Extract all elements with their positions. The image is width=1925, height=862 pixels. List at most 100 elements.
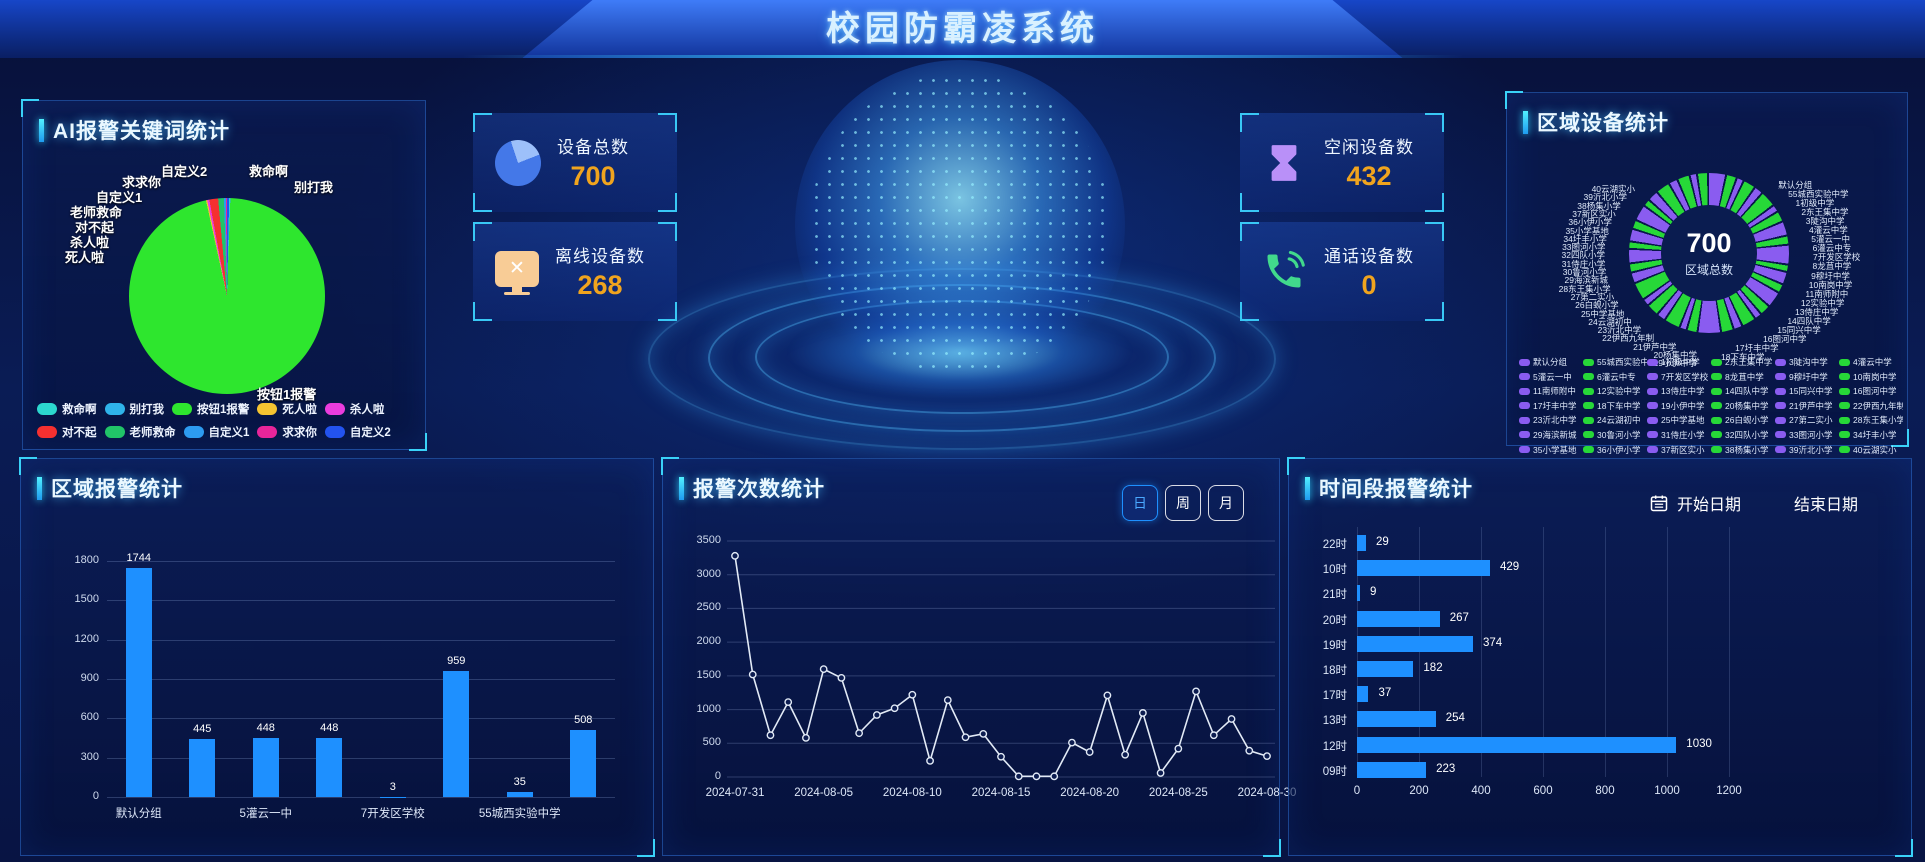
legend-item[interactable]: 1初级中学: [1647, 356, 1711, 368]
legend-item[interactable]: 求求你: [257, 424, 317, 440]
legend-item[interactable]: 35小学基地: [1519, 444, 1583, 456]
legend-item[interactable]: 16图河中学: [1839, 385, 1903, 397]
legend-item[interactable]: 22伊西九年制: [1839, 400, 1903, 412]
start-date-label: 开始日期: [1677, 497, 1742, 514]
bar-value-label: 35: [513, 776, 526, 789]
pie-callout-label: 对不起: [75, 220, 115, 235]
legend-label: 老师救命: [129, 427, 176, 439]
donut-region-label: 2东王集中学: [1801, 207, 1849, 218]
legend-item[interactable]: 10南岗中学: [1839, 371, 1903, 383]
hourglass-icon: [1262, 140, 1308, 186]
legend-item[interactable]: 28东王集小学: [1839, 414, 1903, 426]
legend-item[interactable]: 31侍庄小学: [1647, 429, 1711, 441]
keyword-pie-legend: 救命啊 别打我 按钮1报警 死人啦 杀人啦对不起 老师救命 自定义1 求求你 自定义2: [37, 401, 419, 440]
y-axis-tick-label: 500: [702, 736, 721, 749]
legend-item[interactable]: 11南师附中: [1519, 385, 1583, 397]
data-point-marker: [1245, 746, 1254, 755]
legend-item[interactable]: 32四队小学: [1711, 429, 1775, 441]
legend-label: 23沂北中学: [1533, 415, 1577, 426]
legend-item[interactable]: 27第二实小: [1775, 414, 1839, 426]
legend-item[interactable]: 14四队中学: [1711, 385, 1775, 397]
legend-item[interactable]: 19小伊中学: [1647, 400, 1711, 412]
end-date-picker[interactable]: 结束日期: [1794, 491, 1858, 515]
legend-label: 15同兴中学: [1789, 386, 1833, 397]
bar-value-label: 1030: [1686, 737, 1712, 750]
y-axis-tick-label: 1500: [74, 593, 99, 606]
offline-x-glyph: ✕: [509, 258, 525, 279]
phone-icon: [1262, 249, 1308, 295]
legend-item[interactable]: 55城西实验中学: [1583, 356, 1647, 368]
panel-title-alarm-count: 报警次数统计: [679, 473, 825, 503]
legend-label: 38杨集小学: [1725, 444, 1769, 455]
range-button-2[interactable]: 周: [1165, 485, 1201, 521]
legend-item[interactable]: 默认分组: [1519, 356, 1583, 368]
legend-item[interactable]: 7开发区学校: [1647, 371, 1711, 383]
legend-item[interactable]: 死人啦: [257, 401, 317, 417]
legend-item[interactable]: 33图河小学: [1775, 429, 1839, 441]
legend-swatch: [183, 426, 204, 438]
legend-item[interactable]: 自定义2: [324, 424, 391, 440]
start-date-picker[interactable]: 开始日期: [1649, 491, 1741, 515]
legend-swatch: [1711, 446, 1722, 454]
legend-item[interactable]: 23沂北中学: [1519, 414, 1583, 426]
legend-item[interactable]: 6灌云中专: [1583, 371, 1647, 383]
legend-item[interactable]: 救命啊: [37, 401, 97, 417]
data-point-marker: [1032, 772, 1041, 781]
legend-item[interactable]: 37新区实小: [1647, 444, 1711, 456]
legend-item[interactable]: 18下车中学: [1583, 400, 1647, 412]
legend-item[interactable]: 12实验中学: [1583, 385, 1647, 397]
bar-value-label: 1744: [126, 552, 151, 565]
legend-swatch: [1711, 358, 1722, 366]
legend-item[interactable]: 13侍庄中学: [1647, 385, 1711, 397]
legend-item[interactable]: 24云湖初中: [1583, 414, 1647, 426]
legend-item[interactable]: 4灌云中学: [1839, 356, 1903, 368]
corner-bracket: [1240, 113, 1259, 132]
legend-label: 3陡沟中学: [1789, 357, 1828, 367]
legend-item[interactable]: 自定义1: [183, 424, 249, 440]
legend-item[interactable]: 38杨集小学: [1711, 444, 1775, 456]
legend-item[interactable]: 杀人啦: [324, 401, 384, 417]
legend-item[interactable]: 34圩丰小学: [1839, 429, 1903, 441]
x-axis-tick-label: 2024-08-05: [794, 787, 854, 799]
legend-item[interactable]: 39沂北小学: [1775, 444, 1839, 456]
data-point-marker: [908, 690, 917, 699]
corner-bracket: [1425, 302, 1444, 321]
panel-title-keyword: AI报警关键词统计: [39, 115, 230, 145]
legend-label: 29海滨新城: [1533, 429, 1577, 440]
legend-item[interactable]: 老师救命: [104, 424, 176, 440]
y-axis-category-label: 20时: [1322, 614, 1347, 627]
legend-item[interactable]: 对不起: [37, 424, 97, 440]
y-axis-tick-label: 2000: [696, 635, 721, 648]
legend-item[interactable]: 别打我: [104, 401, 164, 417]
legend-item[interactable]: 30鲁河小学: [1583, 429, 1647, 441]
alarm-line-plot: 0 500 1000 1500 2000 2500 3000 3500 2024-07-31 20…: [697, 534, 1297, 799]
legend-item[interactable]: 20杨集中学: [1711, 400, 1775, 412]
donut-region-label: 8龙苴中学: [1812, 261, 1852, 272]
legend-label: 55城西实验中学: [1597, 357, 1647, 367]
legend-item[interactable]: 29海滨新城: [1519, 429, 1583, 441]
legend-item[interactable]: 8龙苴中学: [1711, 371, 1775, 383]
legend-item[interactable]: 17圩丰中学: [1519, 400, 1583, 412]
data-point-marker: [1121, 750, 1130, 759]
data-point-marker: [855, 729, 864, 738]
y-axis-tick-label: 900: [80, 672, 99, 684]
legend-item[interactable]: 2东王集中学: [1711, 356, 1775, 368]
legend-swatch: [104, 403, 125, 415]
range-button-1[interactable]: 日: [1122, 485, 1158, 521]
legend-item[interactable]: 15同兴中学: [1775, 385, 1839, 397]
data-point-marker: [890, 704, 899, 713]
legend-item[interactable]: 36小伊小学: [1583, 444, 1647, 456]
legend-item[interactable]: 26白蚬小学: [1711, 414, 1775, 426]
legend-item[interactable]: 40云湖实小: [1839, 444, 1903, 456]
legend-item[interactable]: 5灌云一中: [1519, 371, 1583, 383]
legend-item[interactable]: 21伊芦中学: [1775, 400, 1839, 412]
legend-swatch: [1647, 402, 1658, 410]
legend-item[interactable]: 按钮1报警: [172, 401, 249, 417]
legend-item[interactable]: 9穆圩中学: [1775, 371, 1839, 383]
legend-swatch: [37, 426, 57, 438]
donut-region-label: 12实验中学: [1800, 297, 1845, 308]
range-button-3[interactable]: 月: [1208, 485, 1244, 521]
legend-item[interactable]: 3陡沟中学: [1775, 356, 1839, 368]
legend-item[interactable]: 25中学基地: [1647, 414, 1711, 426]
data-point-marker: [766, 731, 775, 740]
